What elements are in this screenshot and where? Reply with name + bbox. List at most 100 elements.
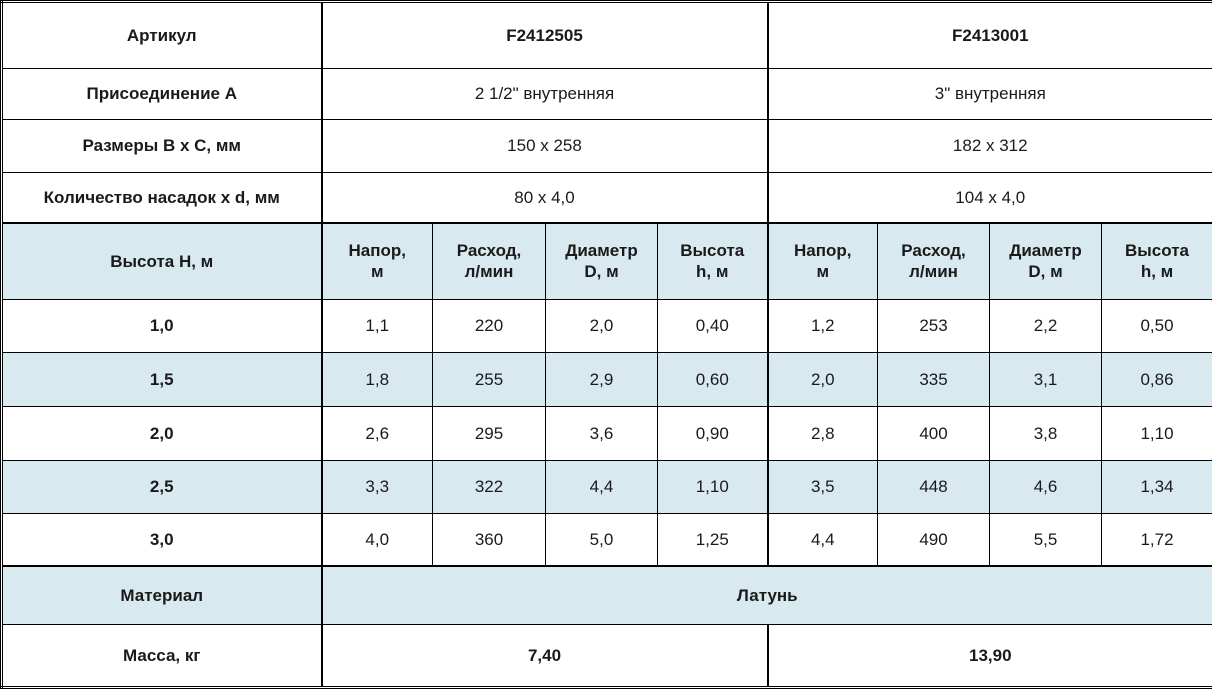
column-header-p2-napor-line2: м	[816, 262, 830, 282]
connection-value-product-1: 2 1/2" внутренняя	[320, 68, 769, 120]
cell-p1-rashod: 322	[432, 460, 546, 514]
cell-p2-rashod: 448	[877, 460, 991, 514]
cell-p1-vysota: 0,60	[656, 352, 769, 407]
row-label-mass: Масса, кг	[1, 624, 323, 689]
column-header-p1-diametr: Диаметр D, м	[545, 221, 658, 300]
column-header-p1-vysota: Высота h, м	[656, 221, 769, 300]
cell-height: 2,5	[1, 460, 323, 514]
cell-p2-vysota: 1,34	[1101, 460, 1212, 514]
cell-p2-vysota: 1,10	[1101, 406, 1212, 461]
cell-p2-vysota: 0,86	[1101, 352, 1212, 407]
column-header-height: Высота H, м	[1, 221, 323, 300]
cell-p1-napor: 1,1	[321, 299, 433, 353]
column-header-p1-vysota-line1: Высота	[680, 241, 745, 260]
column-header-p2-vysota-line2: h, м	[1140, 262, 1174, 282]
column-header-p2-rashod-line1: Расход,	[901, 241, 966, 260]
table-row-dimensions: Размеры B x C, мм 150 x 258 182 x 312	[1, 119, 1212, 173]
dimensions-value-product-1: 150 x 258	[320, 119, 769, 173]
table-row: 1,0 1,1 220 2,0 0,40 1,2 253 2,2 0,50	[1, 299, 1212, 353]
cell-p1-napor: 2,6	[321, 406, 433, 461]
table-row-article: Артикул F2412505 F2413001	[1, 1, 1212, 69]
cell-height: 1,0	[1, 299, 323, 353]
cell-p1-diametr: 4,4	[545, 460, 658, 514]
mass-value-product-2: 13,90	[766, 624, 1212, 689]
cell-height: 3,0	[1, 513, 323, 566]
row-label-article: Артикул	[1, 1, 323, 69]
cell-p2-rashod: 253	[877, 299, 991, 353]
cell-p2-diametr: 3,1	[989, 352, 1103, 407]
column-header-p1-napor-line2: м	[370, 262, 384, 282]
nozzles-value-product-2: 104 x 4,0	[766, 172, 1212, 223]
table-row-material: Материал Латунь	[1, 564, 1212, 625]
cell-p1-diametr: 3,6	[545, 406, 658, 461]
article-value-product-2: F2413001	[766, 1, 1212, 69]
column-header-p2-diametr-line1: Диаметр	[1009, 241, 1082, 260]
cell-p1-napor: 1,8	[321, 352, 433, 407]
table-row: 2,0 2,6 295 3,6 0,90 2,8 400 3,8 1,10	[1, 406, 1212, 461]
cell-p1-napor: 3,3	[321, 460, 433, 514]
cell-p2-vysota: 1,72	[1101, 513, 1212, 566]
column-header-p1-napor: Напор, м	[321, 221, 433, 300]
article-value-product-1: F2412505	[320, 1, 769, 69]
cell-p1-vysota: 0,40	[656, 299, 769, 353]
column-header-p1-vysota-line2: h, м	[696, 262, 729, 282]
cell-p1-rashod: 255	[432, 352, 546, 407]
dimensions-value-product-2: 182 x 312	[766, 119, 1212, 173]
cell-p1-napor: 4,0	[321, 513, 433, 566]
table-row-nozzles: Количество насадок x d, мм 80 x 4,0 104 …	[1, 172, 1212, 223]
column-header-p1-rashod-line2: л/мин	[464, 262, 514, 282]
cell-p2-diametr: 4,6	[989, 460, 1103, 514]
cell-p2-napor: 2,8	[766, 406, 879, 461]
column-header-p2-napor-line1: Напор,	[794, 241, 852, 260]
cell-height: 2,0	[1, 406, 323, 461]
cell-p2-rashod: 400	[877, 406, 991, 461]
table-row: 3,0 4,0 360 5,0 1,25 4,4 490 5,5 1,72	[1, 513, 1212, 566]
row-label-material: Материал	[1, 564, 323, 625]
column-header-p2-diametr: Диаметр D, м	[989, 221, 1103, 300]
cell-p2-diametr: 5,5	[989, 513, 1103, 566]
cell-p1-rashod: 295	[432, 406, 546, 461]
cell-p1-vysota: 1,10	[656, 460, 769, 514]
row-label-connection: Присоединение A	[1, 68, 323, 120]
cell-p2-napor: 3,5	[766, 460, 879, 514]
cell-p2-rashod: 335	[877, 352, 991, 407]
column-header-p2-vysota-line1: Высота	[1125, 241, 1190, 260]
mass-value-product-1: 7,40	[320, 624, 769, 689]
row-label-nozzles: Количество насадок x d, мм	[1, 172, 323, 223]
cell-p1-vysota: 0,90	[656, 406, 769, 461]
table-row-connection: Присоединение A 2 1/2" внутренняя 3" вну…	[1, 68, 1212, 120]
cell-p2-napor: 4,4	[766, 513, 879, 566]
column-header-p2-napor: Напор, м	[766, 221, 879, 300]
column-header-p1-rashod: Расход, л/мин	[432, 221, 546, 300]
table-row: 1,5 1,8 255 2,9 0,60 2,0 335 3,1 0,86	[1, 352, 1212, 407]
cell-p1-diametr: 2,0	[545, 299, 658, 353]
material-value: Латунь	[320, 564, 1212, 625]
cell-p2-diametr: 3,8	[989, 406, 1103, 461]
cell-p2-vysota: 0,50	[1101, 299, 1212, 353]
cell-p2-rashod: 490	[877, 513, 991, 566]
connection-value-product-2: 3" внутренняя	[766, 68, 1212, 120]
cell-p1-diametr: 5,0	[545, 513, 658, 566]
column-header-p1-rashod-line1: Расход,	[456, 241, 522, 260]
column-header-p2-vysota: Высота h, м	[1101, 221, 1212, 300]
column-header-p2-diametr-line2: D, м	[1028, 262, 1063, 282]
nozzles-value-product-1: 80 x 4,0	[320, 172, 769, 223]
cell-p1-vysota: 1,25	[656, 513, 769, 566]
table-row: 2,5 3,3 322 4,4 1,10 3,5 448 4,6 1,34	[1, 460, 1212, 514]
cell-p2-napor: 1,2	[766, 299, 879, 353]
column-header-p2-rashod: Расход, л/мин	[877, 221, 991, 300]
cell-p1-diametr: 2,9	[545, 352, 658, 407]
cell-p1-rashod: 220	[432, 299, 546, 353]
table-row-column-headers: Высота H, м Напор, м Расход, л/мин Диаме…	[1, 221, 1212, 300]
column-header-p1-diametr-line2: D, м	[584, 262, 619, 282]
column-header-p1-diametr-line1: Диаметр	[565, 241, 638, 260]
cell-p2-napor: 2,0	[766, 352, 879, 407]
cell-height: 1,5	[1, 352, 323, 407]
cell-p2-diametr: 2,2	[989, 299, 1103, 353]
column-header-p2-rashod-line2: л/мин	[909, 262, 958, 282]
column-header-p1-napor-line1: Напор,	[348, 241, 407, 260]
table-row-mass: Масса, кг 7,40 13,90	[1, 624, 1212, 689]
row-label-dimensions: Размеры B x C, мм	[1, 119, 323, 173]
cell-p1-rashod: 360	[432, 513, 546, 566]
